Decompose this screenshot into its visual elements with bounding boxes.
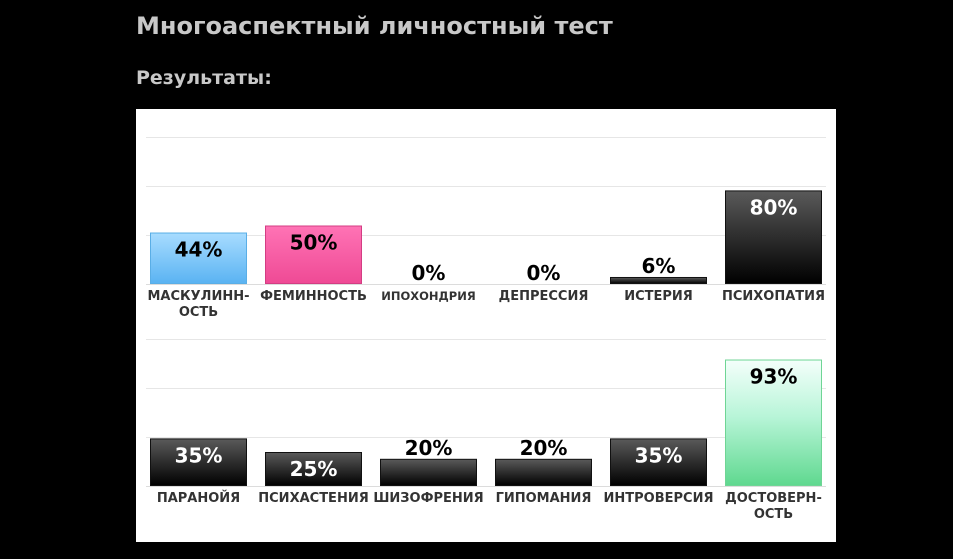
category-label: ИПОХОНДРИЯ: [381, 289, 475, 303]
value-label: 6%: [642, 254, 676, 278]
category-label: ОСТЬ: [179, 305, 218, 320]
category-label: ШИЗОФРЕНИЯ: [373, 491, 483, 506]
category-label: ДЕПРЕССИЯ: [499, 289, 589, 304]
category-label: ИНТРОВЕРСИЯ: [604, 491, 714, 506]
value-label: 93%: [750, 365, 798, 389]
value-label: 0%: [527, 261, 561, 285]
chart-panel: 44% МАСКУЛИНН- ОСТЬ 50% ФЕМИННОСТЬ 0% ИПОХОНДР…: [136, 109, 836, 542]
value-label: 0%: [412, 261, 446, 285]
personality-test-chart: 44%МАСКУЛИНН-ОСТЬ50%ФЕМИННОСТЬ0%ИПОХОНДР…: [146, 137, 826, 522]
bar: [265, 225, 362, 284]
category-label: ПСИХАСТЕНИЯ: [258, 491, 368, 506]
value-label: 25%: [290, 457, 338, 481]
bar: [265, 452, 362, 486]
bar: [610, 276, 707, 284]
category-label: ИСТЕРИЯ: [624, 289, 693, 304]
bar: [150, 232, 247, 284]
bar: [150, 438, 247, 486]
value-label: 80%: [750, 195, 798, 219]
value-label: 50%: [290, 231, 338, 255]
bar: [610, 438, 707, 486]
value-label: 20%: [405, 436, 453, 460]
value-label: 20%: [520, 436, 568, 460]
results-heading: Результаты:: [136, 67, 272, 89]
page-title: Многоаспектный личностный тест: [136, 12, 613, 40]
category-label: ПСИХОПАТИЯ: [722, 289, 825, 304]
category-label: ГИПОМАНИЯ: [496, 491, 592, 506]
category-label: ОСТЬ: [754, 507, 793, 522]
bar: [380, 458, 477, 486]
bar: [725, 359, 822, 487]
bar: [495, 458, 592, 486]
value-label: 35%: [175, 443, 223, 467]
value-label: 44%: [175, 238, 223, 262]
value-label: 35%: [635, 443, 683, 467]
category-label: ПАРАНОЙЯ: [157, 490, 240, 506]
category-label: ФЕМИННОСТЬ: [260, 289, 367, 304]
bar: [725, 190, 822, 284]
category-label: ДОСТОВЕРН-: [725, 491, 822, 506]
category-label: МАСКУЛИНН-: [147, 289, 249, 304]
